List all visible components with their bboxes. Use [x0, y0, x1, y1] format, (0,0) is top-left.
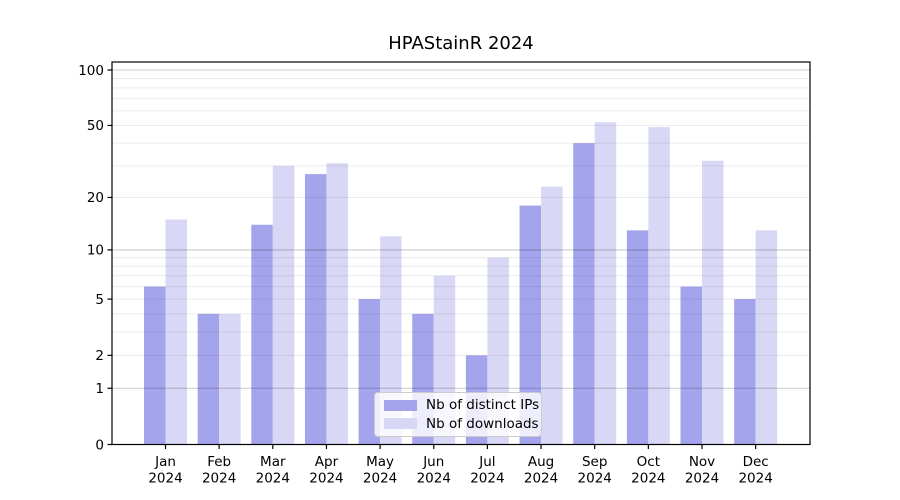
- x-tick-label-year: 2024: [738, 471, 772, 487]
- x-tick-label-month: Jan: [154, 454, 176, 470]
- bar-distinct-ips-feb: [197, 313, 220, 445]
- bar-distinct-ips-oct: [626, 230, 649, 445]
- x-tick-label-year: 2024: [685, 471, 719, 487]
- legend-label-distinct-ips: Nb of distinct IPs: [426, 397, 540, 414]
- x-tick-label-year: 2024: [524, 471, 558, 487]
- legend: Nb of distinct IPs Nb of downloads: [374, 392, 542, 437]
- x-tick-label-year: 2024: [578, 471, 612, 487]
- y-tick-label: 0: [95, 437, 104, 453]
- legend-item-downloads: Nb of downloads: [384, 416, 541, 432]
- x-tick-label-month: Mar: [260, 454, 286, 470]
- plot-border: [111, 61, 811, 446]
- x-tick-label-year: 2024: [363, 471, 397, 487]
- bar-downloads-mar: [272, 165, 295, 445]
- y-tick-label: 100: [78, 63, 104, 79]
- x-tick-label-year: 2024: [148, 471, 182, 487]
- y-tick-label: 10: [87, 243, 104, 259]
- bar-distinct-ips-aug: [519, 205, 542, 445]
- x-tick-label-month: Apr: [315, 454, 339, 470]
- y-tick-label: 5: [95, 292, 104, 308]
- bar-downloads-sep: [594, 122, 617, 445]
- x-tick-label-month: May: [366, 454, 394, 470]
- bar-distinct-ips-dec: [734, 299, 756, 445]
- bar-distinct-ips-jan: [144, 286, 166, 445]
- x-tick-label-month: Jun: [422, 454, 444, 470]
- x-tick-label-month: Feb: [207, 454, 231, 470]
- legend-label-downloads: Nb of downloads: [426, 415, 539, 432]
- x-tick-label-month: Jul: [478, 454, 495, 470]
- y-tick-label: 1: [95, 381, 104, 397]
- x-tick-label-month: Oct: [637, 454, 660, 470]
- bar-downloads-apr: [326, 163, 348, 445]
- x-tick-label-month: Sep: [582, 454, 607, 470]
- x-tick-label-year: 2024: [309, 471, 343, 487]
- chart-title: HPAStainR 2024: [388, 33, 534, 54]
- y-tick-label: 2: [95, 348, 104, 364]
- bar-distinct-ips-sep: [573, 143, 595, 445]
- x-tick-label-month: Dec: [743, 454, 769, 470]
- bar-distinct-ips-apr: [304, 174, 327, 445]
- x-tick-label-month: Aug: [528, 454, 554, 470]
- bar-downloads-nov: [702, 160, 724, 445]
- bar-downloads-aug: [541, 186, 563, 445]
- bar-downloads-feb: [219, 313, 241, 445]
- bar-downloads-dec: [755, 230, 778, 445]
- x-tick-label-year: 2024: [417, 471, 451, 487]
- x-tick-label-year: 2024: [256, 471, 290, 487]
- legend-item-distinct-ips: Nb of distinct IPs: [384, 397, 541, 413]
- x-tick-label-month: Nov: [689, 454, 715, 470]
- x-tick-label-year: 2024: [631, 471, 665, 487]
- bar-distinct-ips-nov: [680, 286, 702, 445]
- x-tick-label-year: 2024: [470, 471, 504, 487]
- legend-swatch-distinct-ips: [384, 399, 417, 411]
- x-tick-label-year: 2024: [202, 471, 236, 487]
- y-tick-label: 20: [87, 190, 104, 206]
- legend-swatch-downloads: [384, 418, 417, 430]
- y-tick-label: 50: [87, 118, 104, 134]
- bar-distinct-ips-mar: [251, 224, 273, 445]
- bar-downloads-oct: [648, 127, 670, 445]
